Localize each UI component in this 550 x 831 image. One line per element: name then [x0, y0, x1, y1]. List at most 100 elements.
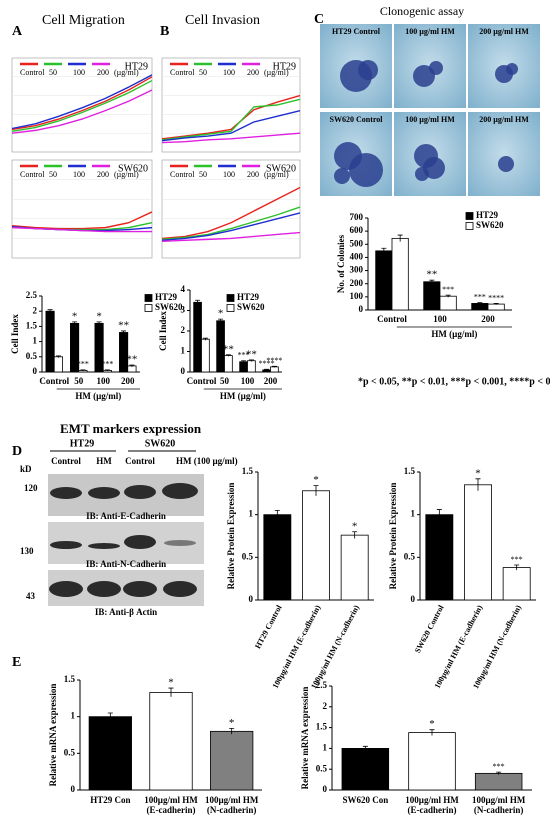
y-axis-label: Relative Protein Expression	[388, 483, 398, 590]
plot-frame	[11, 57, 153, 153]
error-bar	[248, 359, 254, 362]
error-bar	[104, 369, 110, 372]
error-bar	[362, 745, 368, 751]
x-tick-label: 100µg/ml HM (E-cadherin)	[144, 795, 198, 815]
error-bar	[429, 729, 435, 736]
bar	[302, 490, 330, 601]
chart-tag: HT29	[273, 61, 296, 72]
legend-label: 200	[97, 68, 109, 77]
plot-frame	[11, 159, 153, 259]
bar	[53, 356, 63, 373]
bar	[270, 366, 279, 373]
x-tick-label: 100µg/ml HM (N-cadherin)	[204, 795, 259, 815]
lane-label: HM	[96, 456, 112, 466]
y-tick-label: 1.5	[404, 466, 416, 476]
bar	[375, 250, 393, 311]
x-tick-label: 100	[241, 376, 255, 386]
error-bar	[264, 368, 270, 371]
bar	[423, 281, 441, 311]
series-line	[161, 109, 301, 142]
bar	[210, 730, 254, 791]
image-label: 100 µg/ml HM	[405, 27, 455, 36]
blot-probe: IB: Anti-N-Cadherin	[86, 559, 166, 569]
significance: **	[223, 343, 234, 355]
error-bar	[55, 355, 61, 358]
bar	[439, 295, 457, 311]
legend-label: SW620	[237, 302, 265, 312]
colony	[429, 61, 443, 75]
bar	[119, 332, 129, 373]
error-bar	[313, 485, 319, 496]
legend-swatch	[465, 212, 474, 220]
x-tick-label: 200	[481, 314, 495, 324]
error-bar	[493, 303, 499, 305]
y-tick-label: 300	[350, 265, 364, 275]
significance: ***	[238, 351, 250, 360]
y-tick-label: 0.5	[316, 763, 328, 773]
error-bar	[168, 687, 174, 697]
significance: **	[118, 319, 129, 331]
error-bar	[225, 354, 231, 357]
y-tick-label: 2.5	[316, 680, 328, 690]
legend-label: Control	[20, 170, 45, 179]
image-label: 200 µg/ml HM	[479, 115, 529, 124]
series-line	[161, 231, 301, 243]
series-line	[161, 186, 301, 240]
error-bar	[271, 365, 277, 368]
y-tick-label: 600	[350, 225, 364, 235]
blot-group: HT29	[70, 438, 94, 449]
y-tick-label: 1	[323, 742, 328, 752]
y-tick-label: 1	[411, 509, 416, 519]
x-axis-label: HM (µg/ml)	[431, 329, 477, 339]
legend-swatch	[226, 304, 235, 312]
error-bar	[96, 321, 102, 325]
bar	[464, 484, 492, 601]
legend-label: Control	[170, 170, 195, 179]
legend-label: SW620	[155, 302, 183, 312]
panel-title: Clonogenic assay	[380, 4, 464, 18]
y-axis-label: Relative Protein Expression	[226, 483, 236, 590]
lane-label: Control	[125, 456, 155, 466]
chart-tag: SW620	[266, 163, 296, 174]
series-line	[161, 98, 301, 141]
legend-label: HT29	[237, 292, 260, 302]
panel-title: Cell Invasion	[185, 13, 260, 28]
image-label: 200 µg/ml HM	[479, 27, 529, 36]
legend-label: Control	[170, 68, 195, 77]
bar	[263, 514, 292, 601]
legend-label: SW620	[476, 220, 504, 230]
bar	[224, 355, 233, 373]
blot-size: 43	[26, 591, 36, 601]
colony	[358, 60, 378, 80]
y-tick-label: 1.5	[64, 674, 76, 684]
error-bar	[202, 337, 208, 341]
x-tick-label: SW620 Con	[342, 795, 389, 805]
error-bar	[80, 369, 86, 372]
significance: **	[246, 348, 257, 360]
series-line	[11, 74, 153, 130]
panel-title: Cell Migration	[42, 13, 125, 28]
error-bar	[514, 564, 520, 571]
y-tick-label: 3	[181, 305, 186, 315]
bar	[88, 716, 132, 791]
legend-swatch	[465, 222, 474, 230]
panel-label: C	[314, 12, 324, 27]
significance: ***	[101, 360, 113, 369]
error-bar	[129, 364, 135, 367]
blot-bands	[49, 483, 198, 597]
blot-group: SW620	[145, 438, 176, 449]
error-bar	[229, 728, 235, 735]
y-tick-label: 4	[181, 284, 186, 294]
legend-label: HT29	[476, 210, 499, 220]
series-line	[161, 206, 301, 241]
legend-label: 50	[49, 68, 57, 77]
error-bar	[445, 294, 451, 298]
chart-tag: SW620	[118, 163, 148, 174]
y-tick-label: 0	[411, 594, 416, 604]
significance: ***	[77, 360, 89, 369]
panel-label: D	[12, 444, 22, 459]
x-tick-label: 100µg/ml HM (N-cadherin)	[471, 795, 526, 815]
panel-label: A	[12, 24, 23, 39]
image-label: 100 µg/ml HM	[405, 115, 455, 124]
